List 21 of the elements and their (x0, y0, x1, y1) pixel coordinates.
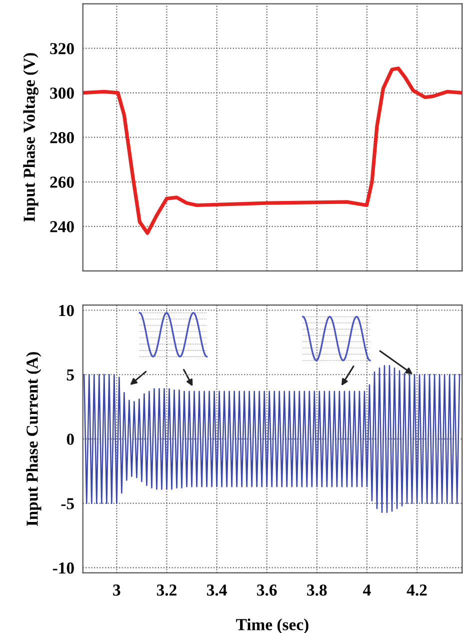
x-tick-label: 3.2 (156, 584, 176, 596)
y-tick-label: 260 (50, 176, 74, 188)
x-tick-label: 4.2 (406, 584, 427, 596)
y-tick-label: -5 (61, 498, 74, 510)
x-tick-label: 4 (363, 584, 371, 596)
x-tick-label: 3.4 (206, 584, 227, 596)
x-tick-label: 3 (113, 584, 120, 596)
y-tick-label: -10 (52, 562, 74, 574)
y-tick-label: 0 (66, 434, 74, 445)
y-axis-title: Input Phase Current (A) (26, 352, 42, 526)
y-tick-label: 320 (50, 43, 74, 54)
line-series (82, 66, 462, 235)
x-tick-label: 3.6 (257, 584, 277, 596)
y-axis-title: Input Phase Voltage (V) (23, 53, 38, 222)
line-series (84, 364, 460, 513)
y-tick-label: 300 (50, 88, 74, 99)
y-tick-label: 280 (50, 132, 74, 144)
y-tick-label: 240 (50, 221, 74, 232)
x-tick-label: 3.8 (307, 584, 327, 596)
y-tick-label: 10 (59, 304, 74, 316)
y-tick-label: 5 (66, 369, 74, 381)
